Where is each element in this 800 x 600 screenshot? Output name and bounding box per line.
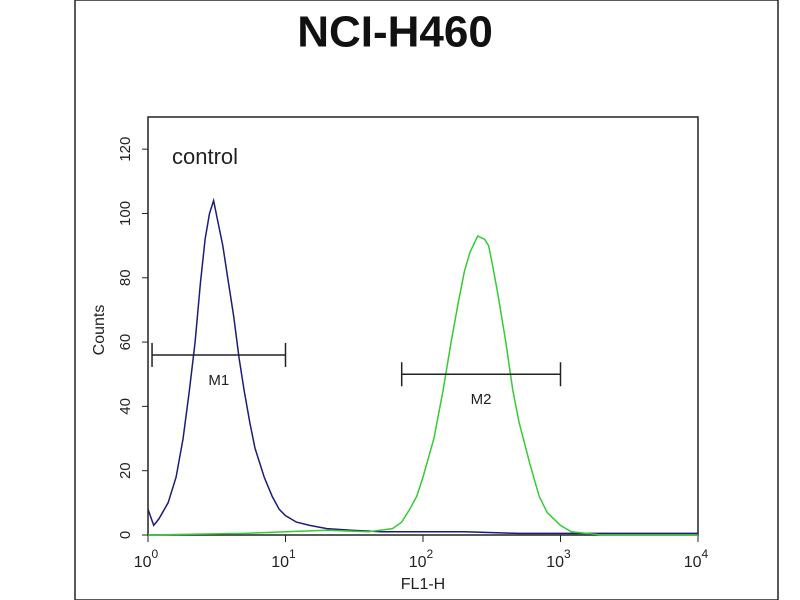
y-tick-label: 80: [117, 269, 134, 286]
frame: [74, 0, 779, 600]
marker-label: M1: [208, 372, 229, 389]
y-tick-label: 40: [117, 398, 134, 415]
x-tick-label: 101: [271, 547, 296, 571]
x-tick-base: 10: [134, 554, 152, 571]
x-tick-base: 10: [409, 554, 427, 571]
y-axis-label: Counts: [91, 305, 108, 356]
x-tick-exponent: 3: [564, 547, 571, 561]
chart-title: NCI-H460: [297, 8, 493, 57]
y-tick-label: 0: [117, 531, 134, 539]
x-tick-base: 10: [546, 554, 564, 571]
x-tick-exponent: 2: [427, 547, 434, 561]
y-tick-label: 120: [117, 137, 134, 162]
x-tick-exponent: 4: [702, 547, 709, 561]
x-tick-label: 102: [409, 547, 434, 571]
series-line: [147, 235, 698, 536]
x-axis-label: FL1-H: [401, 576, 445, 593]
y-tick-label: 60: [117, 334, 134, 351]
marker-label: M2: [471, 391, 492, 408]
x-tick-label: 100: [134, 547, 159, 571]
x-tick-base: 10: [684, 554, 702, 571]
x-tick-base: 10: [271, 554, 289, 571]
x-tick-exponent: 0: [152, 547, 159, 561]
y-tick-label: 20: [117, 462, 134, 479]
y-tick-label: 100: [117, 201, 134, 226]
annotation: control: [172, 144, 238, 169]
x-tick-label: 104: [684, 547, 709, 571]
x-tick-exponent: 1: [289, 547, 296, 561]
x-tick-label: 103: [546, 547, 571, 571]
